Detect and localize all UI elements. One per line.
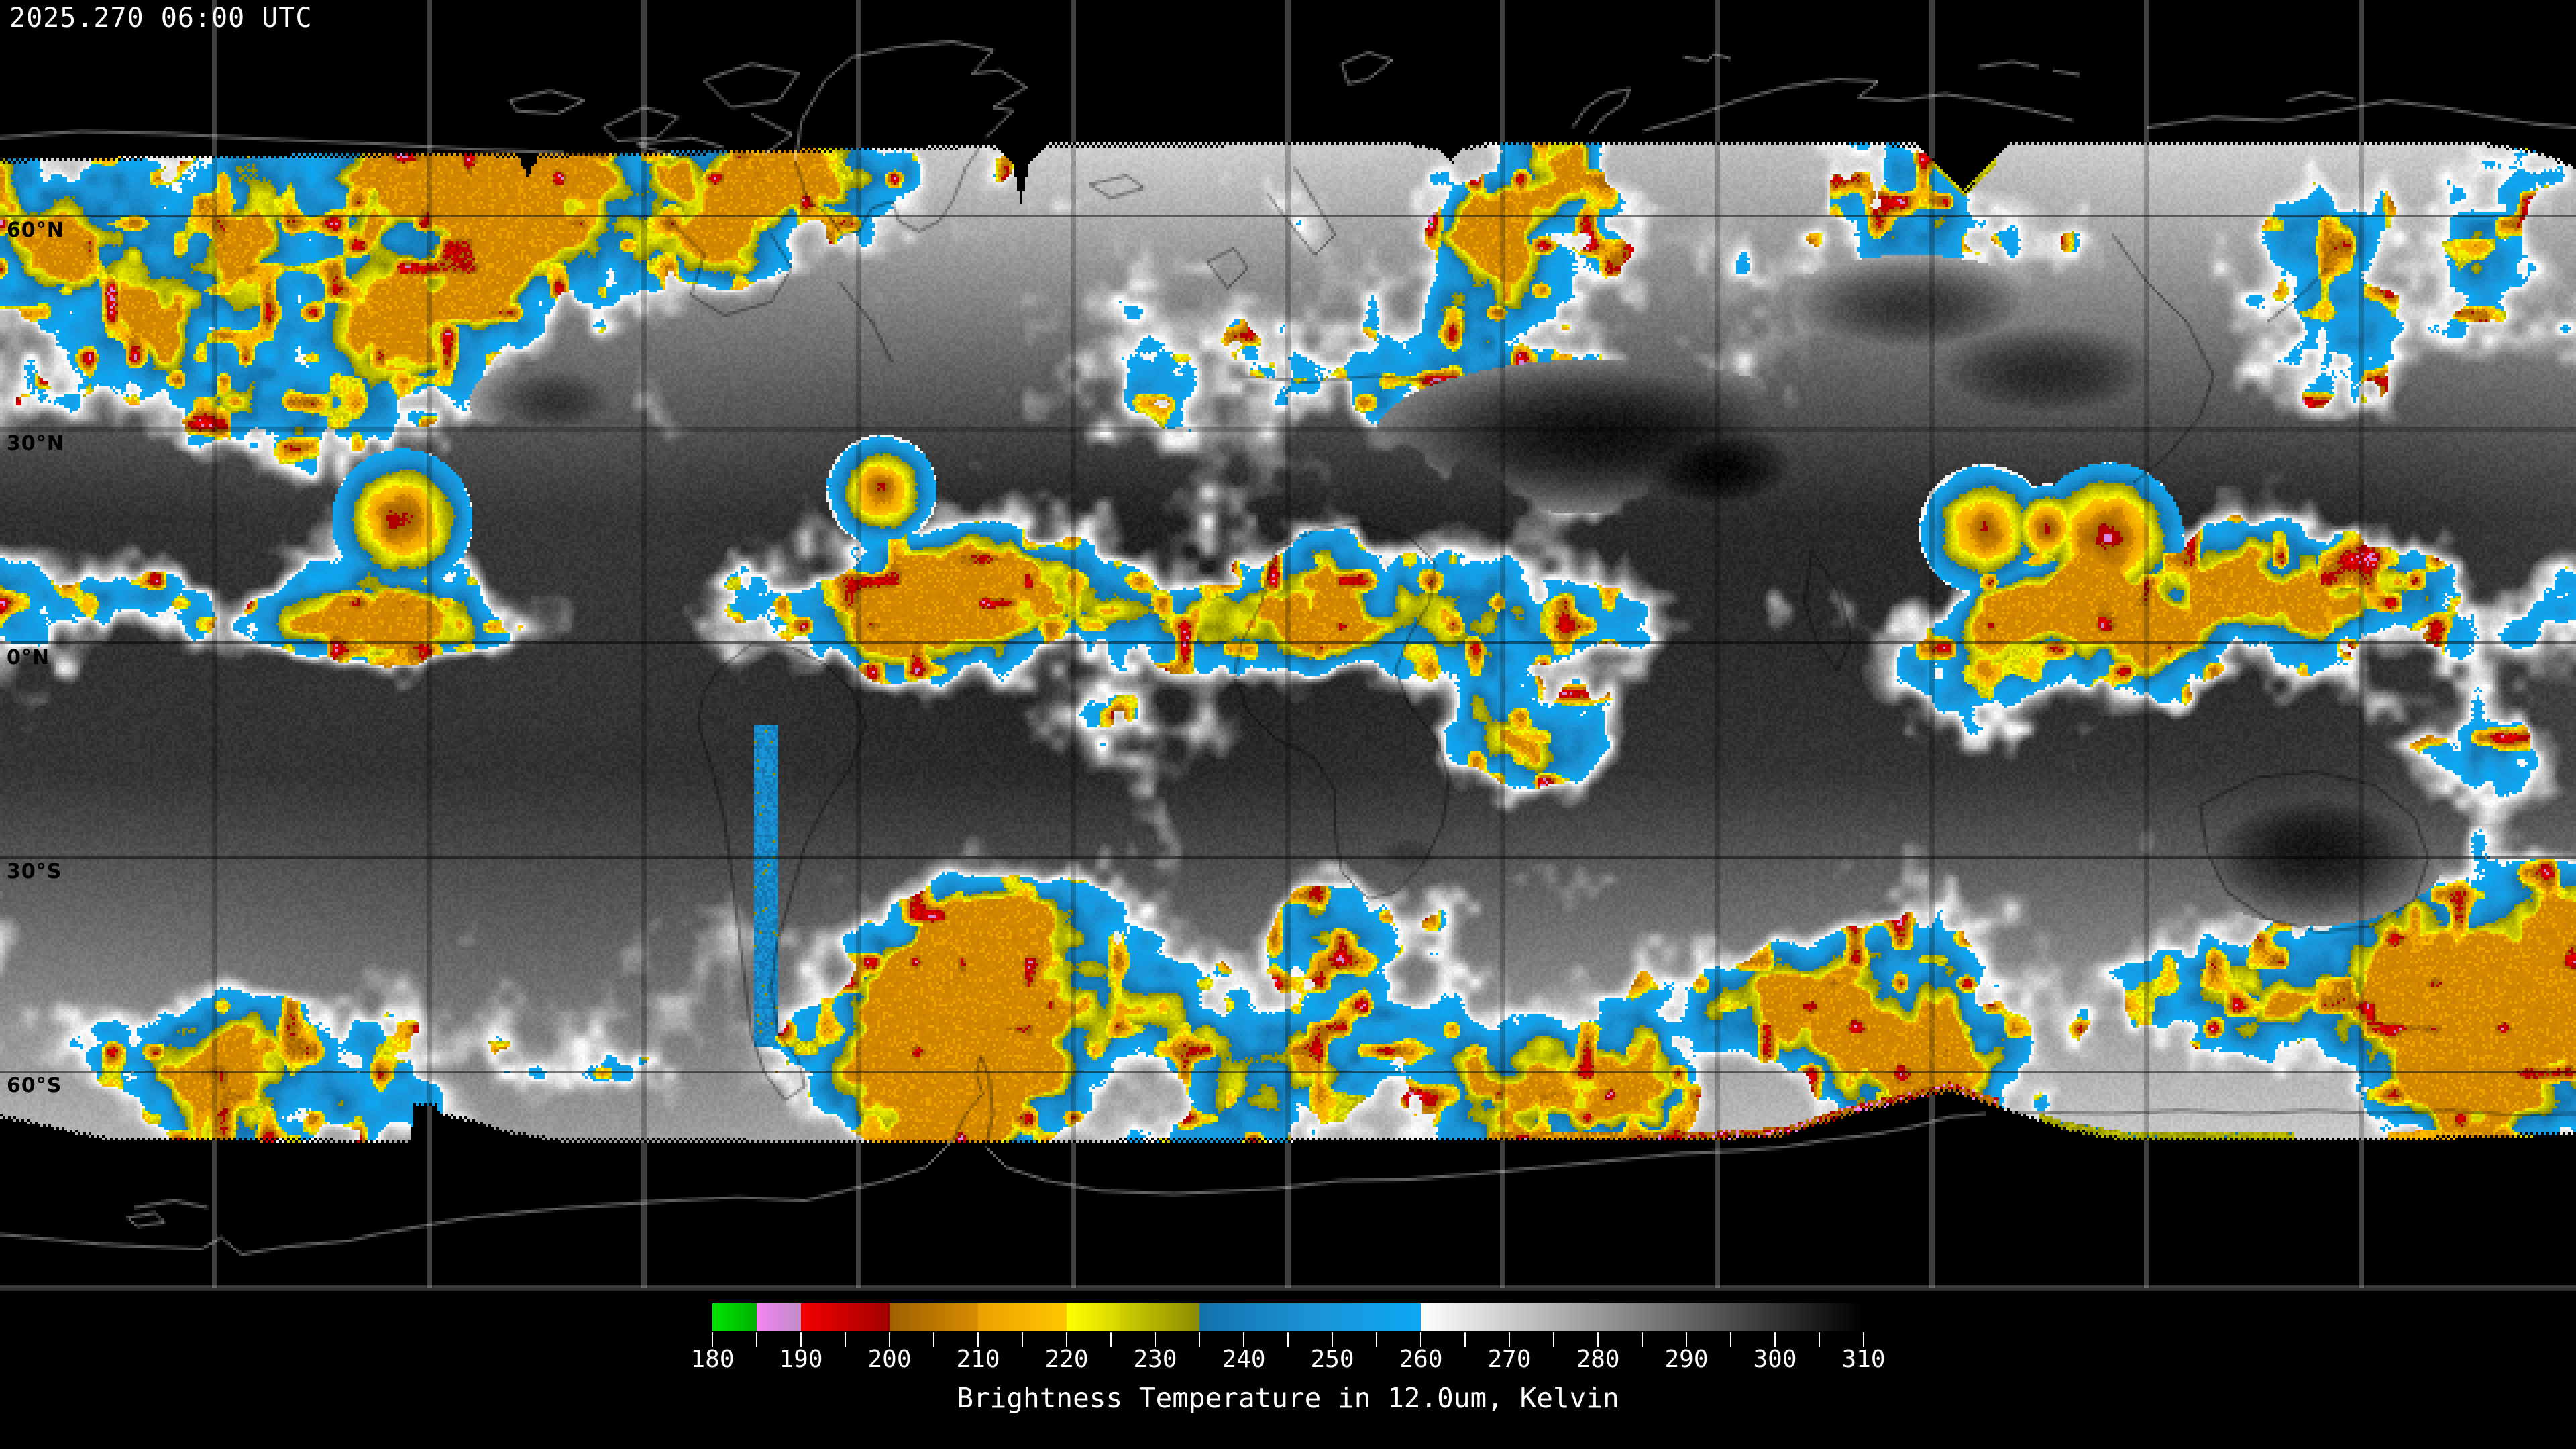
colorbar-tick-label: 210 [956,1346,1000,1373]
colorbar-tick [1287,1332,1289,1347]
colorbar-tick [1155,1332,1156,1347]
colorbar-tick [712,1332,713,1347]
colorbar-gradient [712,1303,1864,1331]
colorbar-tick-label: 310 [1841,1346,1886,1373]
latitude-label-1: 30°N [7,432,64,455]
colorbar-tick-label: 230 [1133,1346,1177,1373]
colorbar-tick [1730,1332,1731,1347]
colorbar-tick [1022,1332,1023,1347]
colorbar-tick [1819,1332,1820,1347]
latitude-label-0: 60°N [7,219,64,242]
colorbar-tick-label: 260 [1399,1346,1443,1373]
colorbar-tick [1509,1332,1510,1347]
colorbar-tick-label: 190 [779,1346,823,1373]
colorbar-tick [1597,1332,1599,1347]
colorbar-tick-label: 290 [1664,1346,1709,1373]
colorbar-tick [1243,1332,1244,1347]
colorbar-tick [1066,1332,1067,1347]
colorbar-tick-label: 250 [1310,1346,1354,1373]
colorbar-tick-label: 200 [867,1346,912,1373]
colorbar-tick [1774,1332,1776,1347]
colorbar-tick [756,1332,757,1347]
latitude-label-3: 30°S [7,860,62,883]
colorbar-tick [1332,1332,1333,1347]
colorbar-tick [1464,1332,1466,1347]
colorbar-tick-label: 240 [1222,1346,1266,1373]
colorbar-tick-label: 280 [1576,1346,1620,1373]
colorbar-tick [800,1332,802,1347]
latitude-label-2: 0°N [7,646,50,669]
colorbar-tick-label: 300 [1753,1346,1797,1373]
colorbar-tick [1420,1332,1421,1347]
colorbar-title: Brightness Temperature in 12.0um, Kelvin [957,1382,1619,1414]
colorbar-tick [845,1332,846,1347]
colorbar-tick-label: 220 [1044,1346,1089,1373]
colorbar-tick [1199,1332,1200,1347]
latitude-label-4: 60°S [7,1074,62,1097]
colorbar-tick [889,1332,890,1347]
colorbar-tick-label: 270 [1487,1346,1532,1373]
colorbar-tick [1686,1332,1687,1347]
colorbar-tick [1553,1332,1554,1347]
colorbar-tick [1110,1332,1112,1347]
colorbar-tick-label: 180 [690,1346,735,1373]
colorbar-tick [1863,1332,1864,1347]
timestamp: 2025.270 06:00 UTC [9,3,313,34]
colorbar-tick [977,1332,979,1347]
colorbar-tick [1642,1332,1643,1347]
colorbar-tick [1376,1332,1377,1347]
colorbar-tick [933,1332,934,1347]
